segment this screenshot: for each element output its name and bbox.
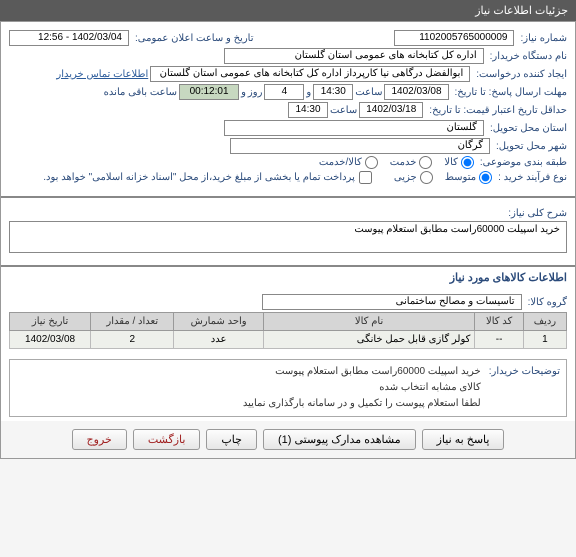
proc-avg-label: متوسط [445,172,476,183]
items-section-title: اطلاعات کالاهای مورد نیاز [1,269,575,286]
proc-avg-radio[interactable] [479,171,492,184]
contact-info-link[interactable]: اطلاعات تماس خریدار [56,69,148,80]
process-label: نوع فرآیند خرید : [498,172,567,183]
countdown-field: 00:12:01 [179,84,239,100]
category-radio-group: کالا خدمت کالا/خدمت [319,156,474,169]
buyer-notes-text: خرید اسپیلت 60000راست مطابق استعلام پیوس… [243,364,481,412]
proc-part-option[interactable]: جزیی [394,171,433,184]
va-label: و [306,87,311,98]
deadline-label: مهلت ارسال پاسخ: تا تاریخ: [455,87,567,98]
city-label: شهر محل تحویل: [496,141,567,152]
cell-row: 1 [523,331,566,349]
proc-avg-option[interactable]: متوسط [445,171,492,184]
cat-kalakh-label: کالا/خدمت [319,157,362,168]
items-table: ردیف کد کالا نام کالا واحد شمارش تعداد /… [9,312,567,349]
cell-name: کولر گازی قابل حمل خانگی [263,331,475,349]
group-label: گروه کالا: [528,297,567,308]
table-row: 1 -- کولر گازی قابل حمل خانگی عدد 2 1402… [10,331,567,349]
province-field: گلستان [224,120,484,136]
th-name: نام کالا [263,313,475,331]
button-bar: پاسخ به نیاز مشاهده مدارک پیوستی (1) چاپ… [1,421,575,458]
cell-code: -- [475,331,523,349]
cat-khadmat-radio[interactable] [419,156,432,169]
payment-note-option[interactable]: پرداخت تمام یا بخشی از مبلغ خرید،از محل … [43,171,372,184]
announce-field: 1402/03/04 - 12:56 [9,30,129,46]
payment-checkbox[interactable] [359,171,372,184]
city-field: گرگان [230,138,490,154]
category-label: طبقه بندی موضوعی: [480,157,567,168]
requester-label: ایجاد کننده درخواست: [476,69,567,80]
payment-note-label: پرداخت تمام یا بخشی از مبلغ خرید،از محل … [43,172,355,183]
cell-qty: 2 [91,331,174,349]
th-code: کد کالا [475,313,523,331]
desc-label: شرح کلی نیاز: [508,208,567,219]
th-date: تاریخ نیاز [10,313,91,331]
deadline-time-field: 14:30 [313,84,353,100]
note-line-3: لطفا استعلام پیوست را تکمیل و در سامانه … [243,396,481,412]
note-line-1: خرید اسپیلت 60000راست مطابق استعلام پیوس… [243,364,481,380]
buyer-notes-box: توضیحات خریدار: خرید اسپیلت 60000راست مط… [9,359,567,417]
cat-kala-label: کالا [444,157,458,168]
buyer-notes-label: توضیحات خریدار: [489,364,560,412]
cat-khadmat-label: خدمت [390,157,417,168]
validity-label: حداقل تاریخ اعتبار قیمت: تا تاریخ: [429,105,567,116]
validity-time-field: 14:30 [288,102,328,118]
th-unit: واحد شمارش [174,313,263,331]
deadline-date-field: 1402/03/08 [384,84,448,100]
print-button[interactable]: چاپ [206,429,257,450]
cat-kalakh-radio[interactable] [365,156,378,169]
buyer-org-label: نام دستگاه خریدار: [490,51,567,62]
saat-label-1: ساعت [355,87,382,98]
content-panel: شماره نیاز: 1102005765000009 تاریخ و ساع… [0,21,576,459]
need-no-label: شماره نیاز: [520,33,567,44]
days-left-field: 4 [264,84,304,100]
announce-label: تاریخ و ساعت اعلان عمومی: [135,33,254,44]
remain-suffix: ساعت باقی مانده [104,87,177,98]
need-no-field: 1102005765000009 [394,30,514,46]
process-radio-group: متوسط جزیی [394,171,492,184]
desc-textarea[interactable]: خرید اسپیلت 60000راست مطابق استعلام پیوس… [9,221,567,253]
group-field: تاسیسات و مصالح ساختمانی [262,294,522,310]
buyer-org-field: اداره کل کتابخانه های عمومی استان گلستان [224,48,484,64]
exit-button[interactable]: خروج [72,429,127,450]
validity-date-field: 1402/03/18 [359,102,423,118]
attachments-button[interactable]: مشاهده مدارک پیوستی (1) [263,429,416,450]
province-label: استان محل تحویل: [490,123,567,134]
back-button[interactable]: بازگشت [133,429,201,450]
cell-unit: عدد [174,331,263,349]
proc-part-label: جزیی [394,172,417,183]
cat-khadmat-option[interactable]: خدمت [390,156,433,169]
cat-kala-option[interactable]: کالا [444,156,474,169]
requester-field: ابوالفضل درگاهی نیا کارپرداز اداره کل کت… [150,66,470,82]
reply-button[interactable]: پاسخ به نیاز [422,429,505,450]
panel-title: جزئیات اطلاعات نیاز [475,5,568,17]
rooz-label: روز [248,87,263,98]
panel-header: جزئیات اطلاعات نیاز [0,0,576,21]
note-line-2: کالای مشابه انتخاب شده [243,380,481,396]
th-row: ردیف [523,313,566,331]
proc-part-radio[interactable] [420,171,433,184]
va-label-2: و [241,87,246,98]
cat-kala-radio[interactable] [461,156,474,169]
cat-kalakh-option[interactable]: کالا/خدمت [319,156,378,169]
saat-label-2: ساعت [330,105,357,116]
th-qty: تعداد / مقدار [91,313,174,331]
cell-date: 1402/03/08 [10,331,91,349]
